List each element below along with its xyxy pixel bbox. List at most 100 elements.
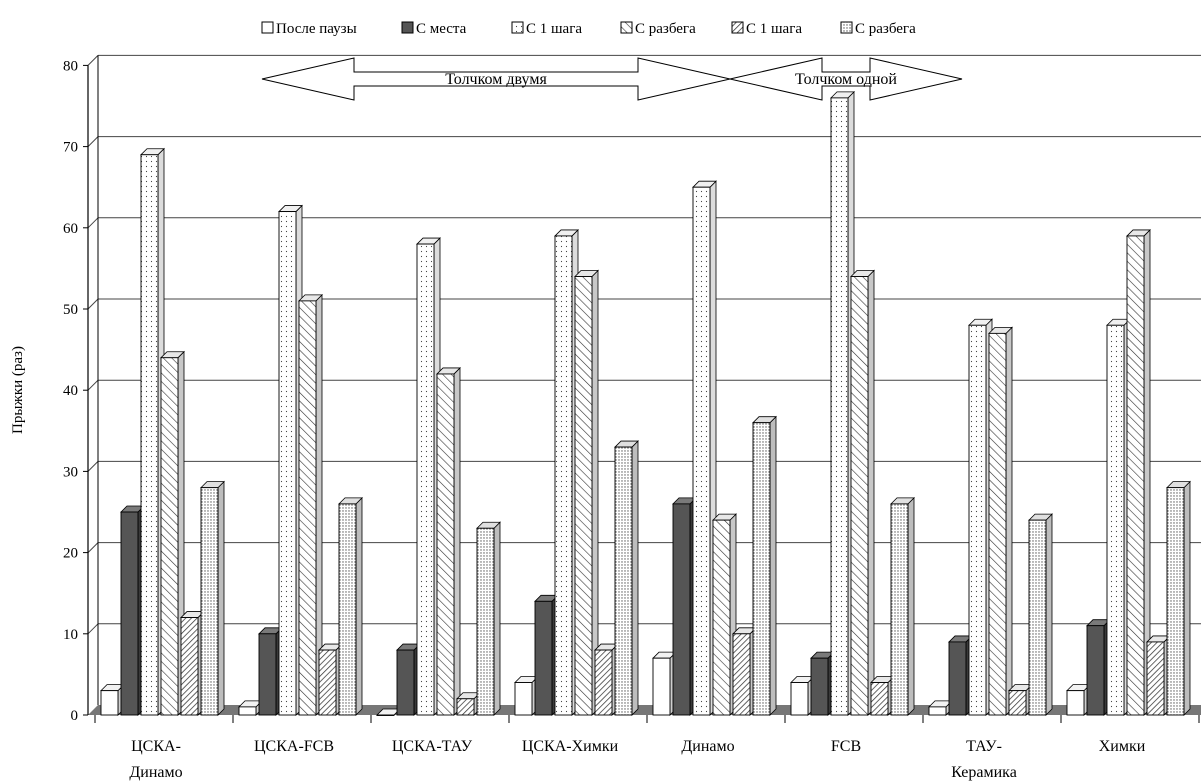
bar-front: [732, 633, 751, 716]
bar-front: [298, 300, 317, 716]
gridline-depth: [87, 623, 99, 635]
bar-side: [631, 440, 639, 716]
bar-front: [712, 519, 731, 716]
bar: [258, 626, 283, 716]
legend-item: С места: [401, 21, 467, 37]
gridline-depth: [87, 461, 99, 472]
bar-front: [810, 657, 829, 716]
bar-front: [436, 373, 455, 716]
bar-group: [790, 90, 915, 716]
y-tick-label: 0: [71, 708, 79, 724]
bar-front: [456, 698, 475, 716]
y-axis-label: Прыжки (раз): [10, 346, 26, 434]
bar: [692, 180, 717, 716]
bar-front: [180, 617, 199, 716]
bar: [476, 521, 501, 716]
bar-front: [338, 503, 357, 716]
bar-front: [1106, 324, 1125, 716]
bar-front: [120, 511, 139, 716]
y-tick-label: 20: [63, 546, 78, 562]
bar-front: [594, 649, 613, 716]
bar: [318, 643, 343, 716]
bar: [948, 634, 973, 716]
y-tick-label: 60: [63, 221, 78, 237]
y-tick-label: 50: [63, 302, 78, 318]
bar-group: [1066, 228, 1191, 716]
bar: [1166, 480, 1191, 716]
bar: [968, 318, 993, 716]
bar-front: [1008, 690, 1027, 716]
annotation-label: Толчком одной: [795, 71, 897, 88]
bar: [732, 626, 757, 716]
bar: [278, 204, 303, 716]
annotation-arrow: Толчком одной: [729, 57, 963, 101]
x-tick-label: ЦСКА-FCB: [254, 738, 334, 755]
bar-front: [574, 276, 593, 716]
bar-front: [692, 186, 711, 716]
legend-swatch: [511, 21, 524, 34]
legend-swatch: [401, 21, 414, 34]
bar: [594, 643, 619, 716]
bar-side: [453, 366, 461, 716]
bar: [574, 269, 599, 716]
x-tick-label: ЦСКА-ТАУ: [392, 738, 473, 755]
legend-item: После паузы: [261, 21, 357, 37]
bar: [870, 675, 895, 716]
legend-label: С 1 шага: [746, 21, 802, 37]
gridline-depth: [87, 55, 99, 66]
legend-label: С разбега: [855, 21, 916, 37]
bar: [534, 594, 559, 716]
bar-front: [396, 649, 415, 716]
bar-front: [534, 600, 553, 716]
bar-side: [1183, 480, 1191, 716]
legend-item: С 1 шага: [731, 21, 802, 37]
bar: [298, 293, 323, 716]
legend-label: После паузы: [276, 21, 357, 37]
legend: После паузы С места С 1 шага С разбега С 1 ш…: [261, 21, 916, 37]
legend-swatch: [261, 21, 274, 34]
bar: [200, 480, 225, 716]
bar-front: [554, 235, 573, 716]
y-tick-label: 30: [63, 464, 78, 480]
bar: [830, 90, 855, 716]
bar: [416, 237, 441, 716]
bar-side: [769, 415, 777, 716]
x-tick-label: ЦСКА-Химки: [522, 738, 619, 755]
bar: [238, 699, 263, 716]
legend-swatch: [731, 21, 744, 34]
bar-group: [238, 204, 363, 716]
bar: [514, 675, 539, 716]
bar-front: [614, 446, 633, 716]
bar-side: [493, 521, 501, 716]
bar-group: [652, 180, 777, 716]
bar-front: [278, 211, 297, 716]
bar: [338, 496, 363, 716]
bar: [850, 269, 875, 716]
bar-front: [890, 503, 909, 716]
bar-front: [476, 527, 495, 716]
bar-front: [1126, 235, 1145, 716]
bar: [712, 513, 737, 716]
bar: [752, 415, 777, 716]
bar-side: [217, 480, 225, 716]
legend-swatch: [840, 21, 853, 34]
gridline-depth: [87, 379, 99, 391]
bar-front: [1066, 690, 1085, 716]
bar: [614, 440, 639, 716]
annotations: Толчком двумя Толчком одной: [261, 57, 963, 101]
bar: [890, 496, 915, 716]
bar-front: [318, 649, 337, 716]
annotation-arrow: Толчком двумя: [261, 57, 731, 101]
chart-floor: [88, 705, 1201, 715]
gridline-depth: [87, 136, 99, 147]
bar-front: [948, 641, 967, 716]
bar-front: [1028, 519, 1047, 716]
legend-label: С места: [416, 21, 467, 37]
y-tick-label: 10: [63, 627, 78, 643]
bar-front: [850, 276, 869, 716]
bar-front: [200, 487, 219, 716]
bars: [100, 90, 1191, 716]
bar: [988, 326, 1013, 716]
bar-front: [1166, 487, 1185, 716]
